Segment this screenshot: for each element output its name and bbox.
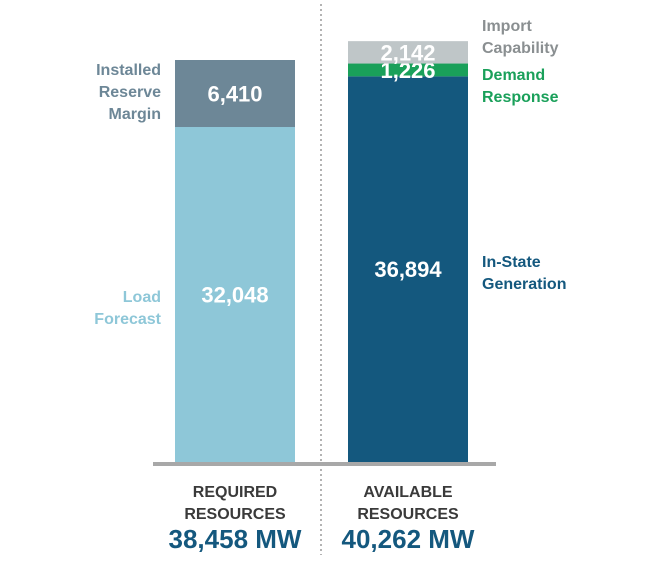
segment-category-label: In-State: [482, 254, 541, 271]
bar-segment: [175, 60, 295, 128]
segment-category-label: Generation: [482, 276, 566, 293]
value-label: 36,894: [374, 257, 442, 282]
value-label: 6,410: [207, 82, 262, 107]
segment-category-label: Demand: [482, 67, 545, 84]
column-total: 40,262 MW: [342, 524, 475, 554]
value-label: 2,142: [380, 40, 435, 65]
segment-category-label: Margin: [109, 106, 161, 123]
segment-category-label: Reserve: [99, 84, 161, 101]
segment-category-label: Load: [123, 289, 161, 306]
segment-category-label: Forecast: [94, 311, 161, 328]
bar-segment: [175, 127, 295, 463]
value-label: 32,048: [201, 283, 268, 308]
column-total: 38,458 MW: [169, 524, 302, 554]
bar-segment: [348, 76, 468, 462]
column-caption: RESOURCES: [357, 506, 459, 523]
column-caption: RESOURCES: [184, 506, 286, 523]
column-caption: REQUIRED: [193, 484, 277, 501]
bar-segment: [348, 63, 468, 77]
column-caption: AVAILABLE: [363, 484, 453, 501]
segment-category-label: Installed: [96, 62, 161, 79]
bar-segment: [348, 41, 468, 64]
segment-category-label: Capability: [482, 40, 559, 57]
segment-category-label: Import: [482, 18, 532, 35]
segment-category-label: Response: [482, 89, 559, 106]
